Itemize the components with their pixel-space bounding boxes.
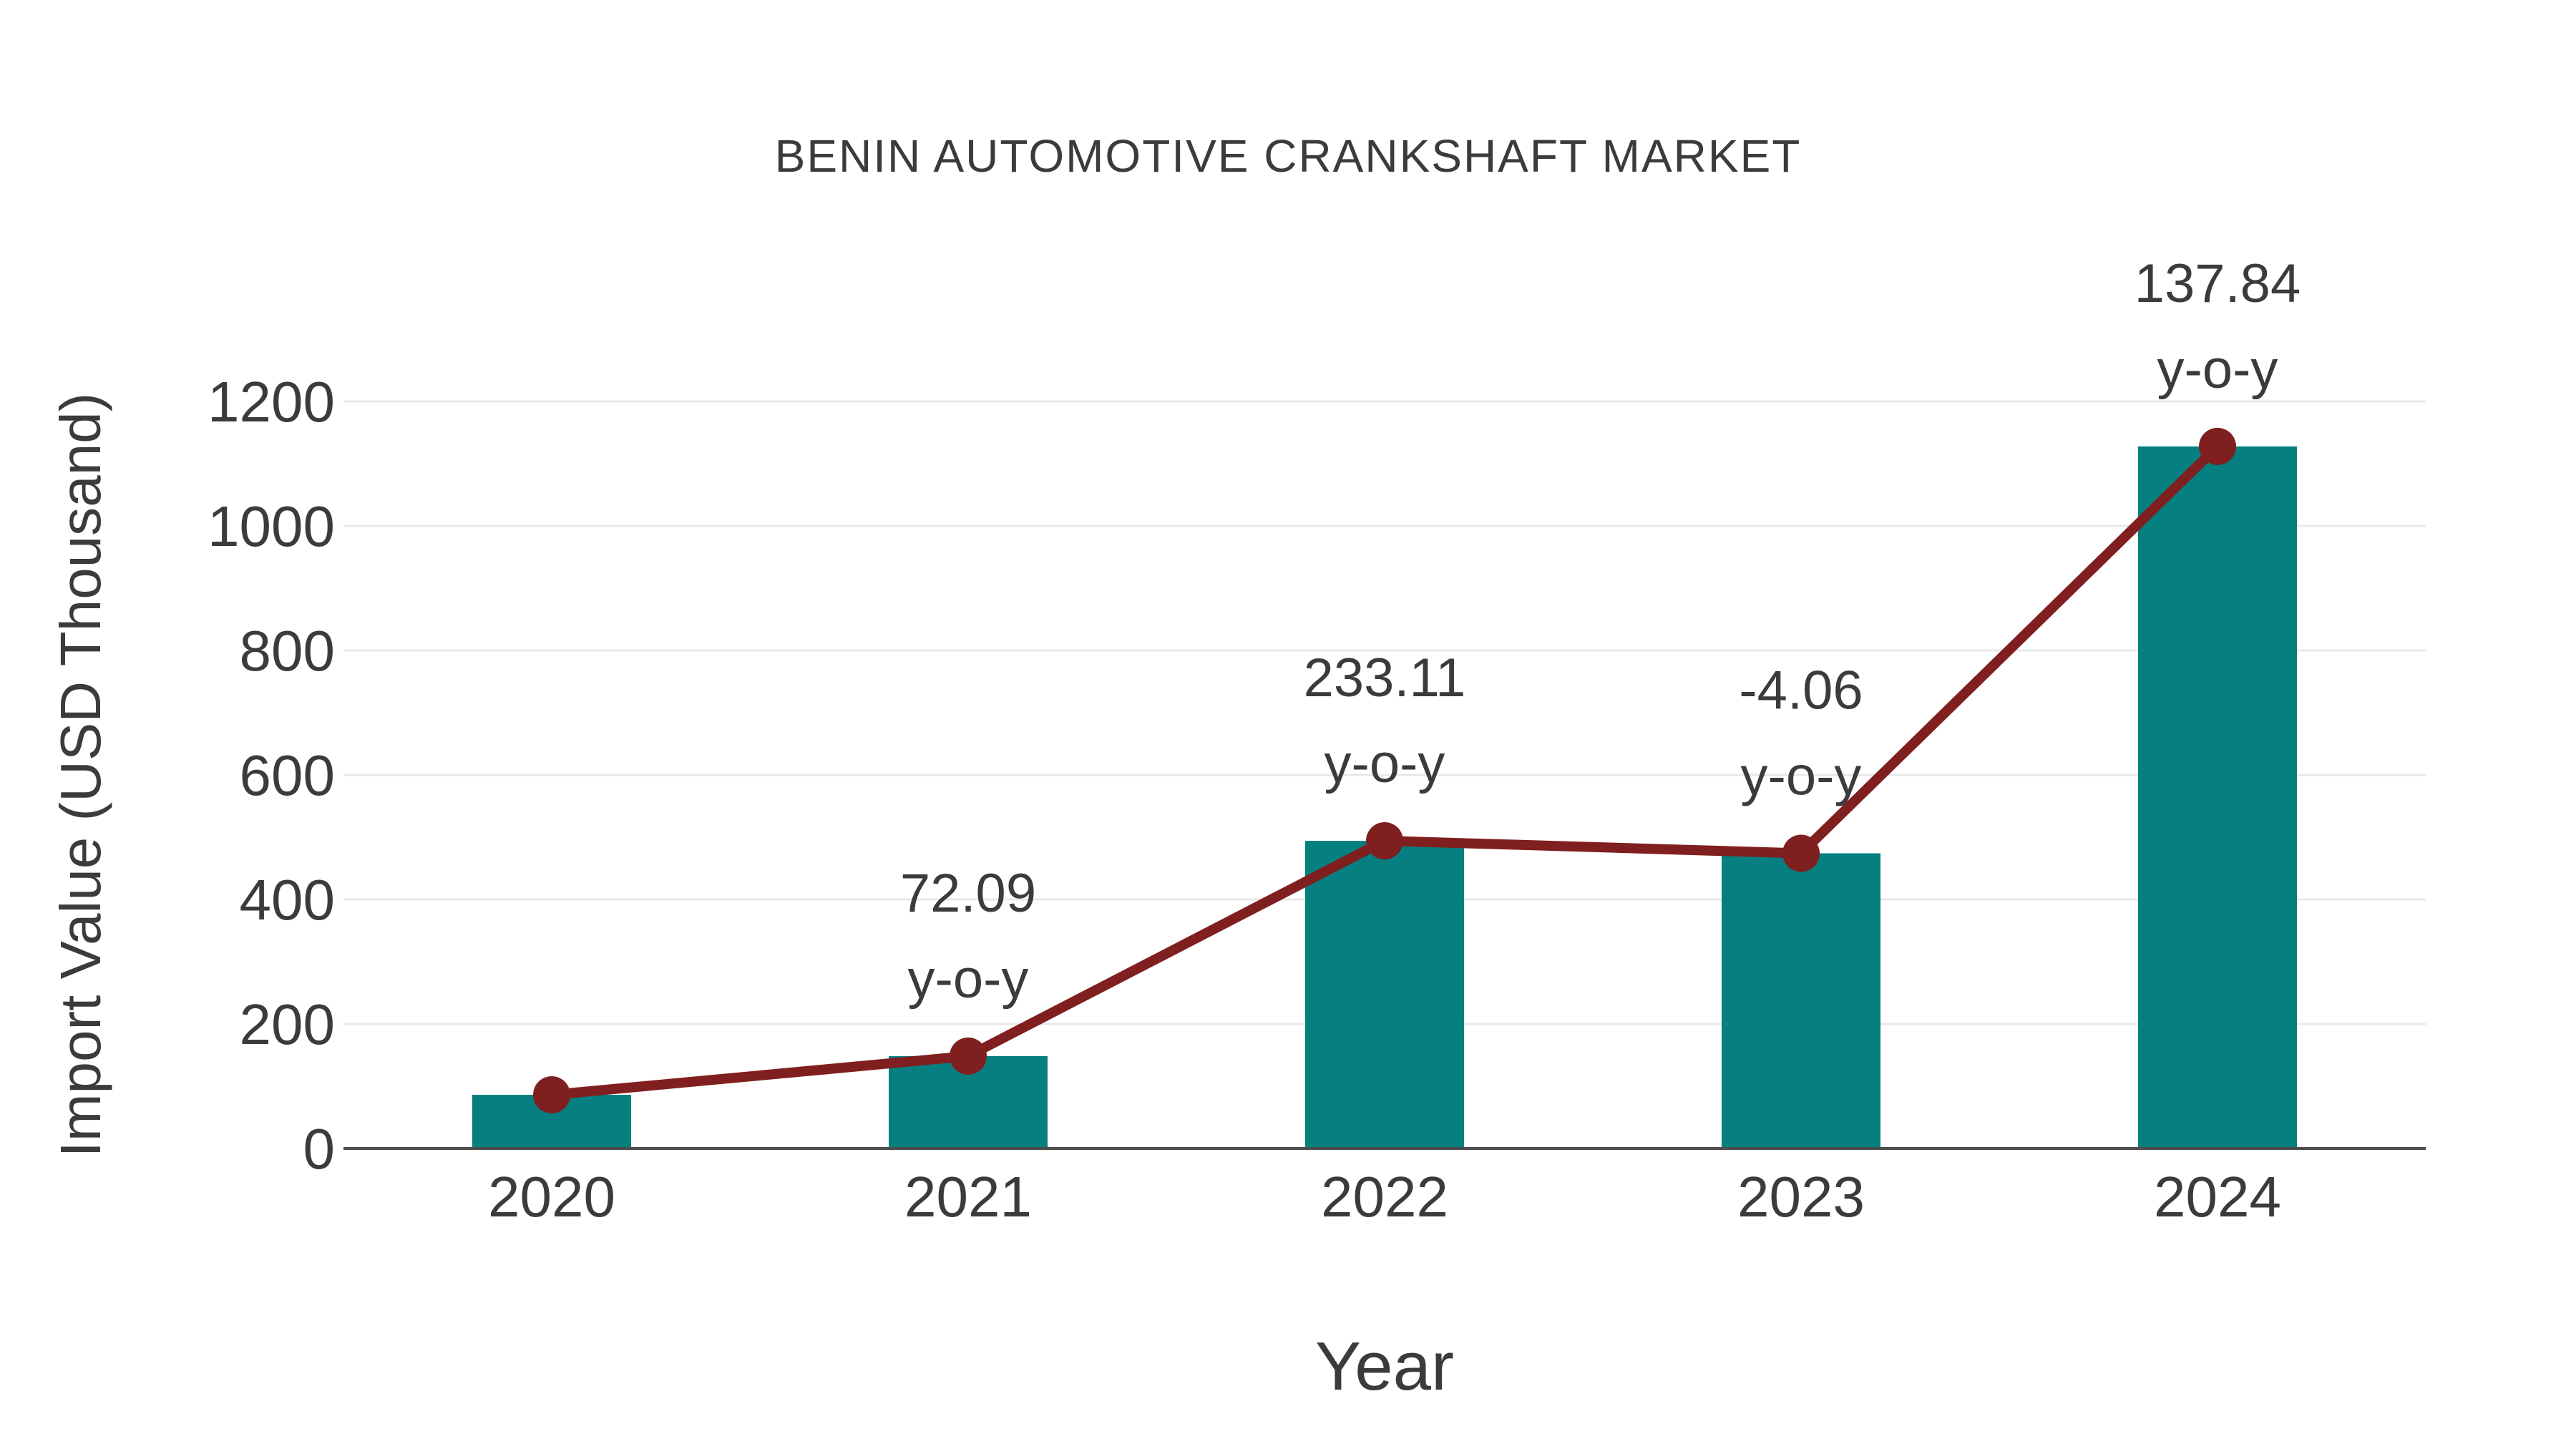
bar-2023 <box>1722 853 1880 1148</box>
annotation-2023-value: -4.06 <box>1739 660 1863 721</box>
trend-line-group <box>533 427 2236 1114</box>
x-tick-2021: 2021 <box>904 1165 1032 1229</box>
annotation-2022-unit: y-o-y <box>1324 733 1445 794</box>
y-tick-1000: 1000 <box>208 494 335 558</box>
x-tick-2022: 2022 <box>1321 1165 1448 1229</box>
annotation-2021-value: 72.09 <box>900 863 1036 924</box>
y-tick-0: 0 <box>303 1117 336 1181</box>
x-tick-2020: 2020 <box>488 1165 615 1229</box>
y-axis-label: Import Value (USD Thousand) <box>49 393 112 1158</box>
annotations: 72.09 y-o-y 233.11 y-o-y -4.06 y-o-y 137.84 y-o… <box>900 253 2301 1010</box>
y-tick-400: 400 <box>240 868 335 932</box>
annotation-2023-unit: y-o-y <box>1741 746 1862 807</box>
annotation-2024-value: 137.84 <box>2135 253 2301 314</box>
y-tick-800: 800 <box>240 619 335 683</box>
marker-2020 <box>533 1076 570 1114</box>
y-tick-labels: 0 200 400 600 800 1000 1200 <box>208 370 335 1181</box>
x-axis-label: Year <box>1315 1328 1454 1405</box>
gridlines <box>343 400 2426 1025</box>
annotation-2022-value: 233.11 <box>1304 648 1466 708</box>
chart-title: BENIN AUTOMOTIVE CRANKSHAFT MARKET <box>775 130 1802 182</box>
marker-2024 <box>2199 427 2236 465</box>
marker-2021 <box>950 1037 987 1075</box>
bars <box>472 446 2297 1148</box>
x-tick-labels: 2020 2021 2022 2023 2024 <box>488 1165 2281 1229</box>
annotation-2024-unit: y-o-y <box>2157 339 2278 400</box>
y-tick-1200: 1200 <box>208 370 335 434</box>
x-tick-2024: 2024 <box>2154 1165 2281 1229</box>
y-tick-600: 600 <box>240 743 335 807</box>
marker-2022 <box>1366 822 1403 860</box>
bar-2022 <box>1305 841 1464 1148</box>
marker-2023 <box>1782 834 1820 872</box>
y-tick-200: 200 <box>240 992 335 1056</box>
x-tick-2023: 2023 <box>1737 1165 1865 1229</box>
annotation-2021-unit: y-o-y <box>908 949 1029 1010</box>
bar-2024 <box>2138 446 2297 1148</box>
